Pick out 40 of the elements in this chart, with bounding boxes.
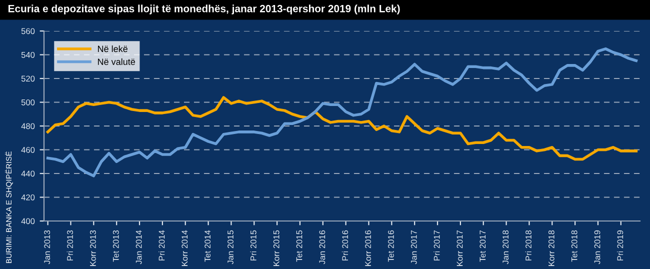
x-tick-label: Jan 2019	[594, 230, 600, 264]
x-tick-label: Pri 2015	[250, 230, 256, 260]
legend-label: Në valutë	[98, 58, 135, 66]
y-tick-label: 400	[21, 218, 35, 224]
x-tick-label: Korr 2016	[365, 230, 371, 266]
y-tick-label: 560	[21, 28, 35, 34]
x-tick-label: Pri 2016	[342, 230, 348, 260]
y-tick-label: 480	[21, 123, 35, 130]
x-tick-label: Tet 2018	[571, 230, 578, 262]
x-tick-label: Jan 2015	[228, 230, 234, 264]
chart-title: Ecuria e depozitave sipas llojit të monedhës, janar 2013-qershor 2019 (mln Lek)	[8, 4, 400, 14]
x-tick-label: Pri 2017	[434, 230, 440, 260]
y-tick-label: 540	[21, 52, 35, 58]
x-tick-label: Tet 2013	[112, 230, 119, 262]
x-tick-label: Pri 2019	[617, 230, 624, 260]
y-tick-label: 500	[21, 99, 35, 106]
line-series	[46, 96, 638, 161]
line-series	[46, 47, 638, 178]
x-tick-label: Korr 2013	[90, 230, 96, 266]
x-tick-label: Jan 2018	[502, 230, 509, 264]
y-tick-label: 520	[21, 76, 35, 82]
x-tick-label: Pri 2018	[525, 230, 532, 260]
y-tick-label: 420	[21, 194, 35, 200]
x-tick-label: Korr 2018	[548, 230, 554, 266]
x-tick-label: Tet 2015	[296, 230, 302, 262]
x-tick-label: Jan 2017	[410, 230, 417, 264]
x-tick-label: Tet 2016	[388, 230, 394, 262]
x-tick-label: Jan 2016	[319, 230, 326, 264]
x-tick-label: Pri 2014	[158, 230, 165, 260]
x-tick-label: Korr 2017	[456, 230, 463, 266]
x-tick-label: Korr 2014	[182, 230, 188, 266]
x-tick-label: Korr 2015	[273, 230, 280, 266]
y-tick-label: 460	[21, 146, 35, 153]
y-tick-label: 440	[21, 170, 35, 177]
x-tick-label: Tet 2017	[480, 230, 486, 262]
x-tick-label: Tet 2014	[204, 230, 211, 262]
legend-label: Në lekë	[98, 45, 128, 52]
x-tick-label: Pri 2013	[66, 230, 73, 260]
x-tick-label: Jan 2014	[136, 230, 142, 264]
x-tick-label: Jan 2013	[44, 230, 50, 264]
